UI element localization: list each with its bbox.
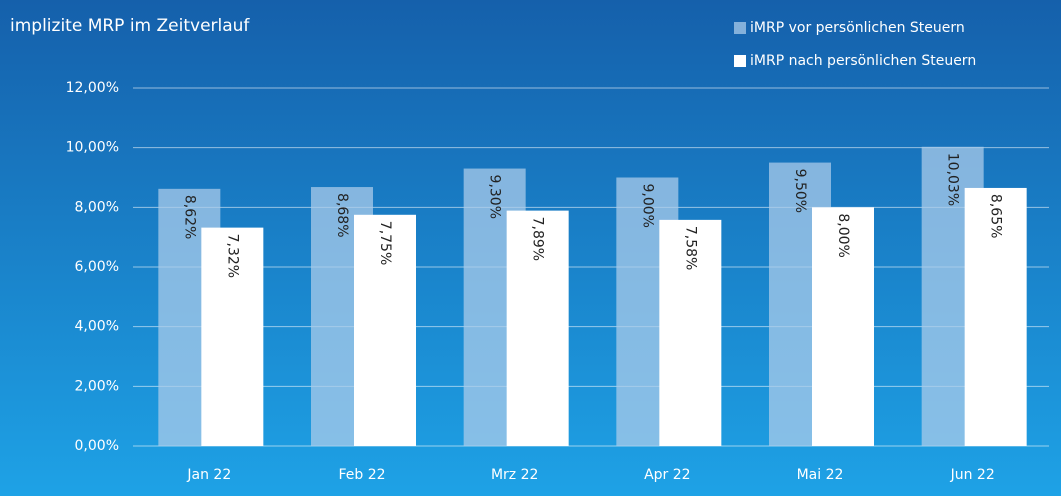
value-label: 7,58% xyxy=(682,226,698,270)
legend-swatch xyxy=(734,55,746,67)
legend-label: iMRP nach persönlichen Steuern xyxy=(750,53,976,69)
y-tick-label: 4,00% xyxy=(75,319,119,335)
value-label: 7,89% xyxy=(530,217,546,261)
y-tick-label: 8,00% xyxy=(75,199,119,215)
chart-title: implizite MRP im Zeitverlauf xyxy=(10,16,250,36)
y-tick-label: 0,00% xyxy=(75,438,119,454)
bar xyxy=(354,214,416,446)
value-label: 10,03% xyxy=(945,153,961,206)
bar xyxy=(812,207,874,446)
legend-swatch xyxy=(734,22,746,34)
y-tick-label: 12,00% xyxy=(66,80,119,96)
y-tick-label: 6,00% xyxy=(75,259,119,275)
value-label: 8,00% xyxy=(835,213,851,257)
bar xyxy=(659,219,722,446)
x-tick-label: Jun 22 xyxy=(950,467,995,483)
y-tick-label: 10,00% xyxy=(66,140,119,156)
value-label: 9,30% xyxy=(487,175,503,219)
x-tick-label: Mrz 22 xyxy=(491,467,538,483)
bar xyxy=(506,210,569,446)
value-label: 8,62% xyxy=(181,195,197,239)
value-label: 8,65% xyxy=(988,194,1004,238)
x-tick-label: Mai 22 xyxy=(797,467,844,483)
value-label: 7,32% xyxy=(224,234,240,278)
bar xyxy=(964,187,1027,447)
x-tick-label: Feb 22 xyxy=(338,467,385,483)
value-label: 9,00% xyxy=(639,184,655,228)
value-label: 8,68% xyxy=(334,193,350,237)
x-tick-label: Jan 22 xyxy=(186,467,231,483)
value-label: 9,50% xyxy=(792,169,808,213)
x-tick-label: Apr 22 xyxy=(644,467,690,483)
value-label: 7,75% xyxy=(377,221,393,265)
legend-label: iMRP vor persönlichen Steuern xyxy=(750,20,965,36)
y-tick-label: 2,00% xyxy=(75,378,119,394)
bar xyxy=(201,227,264,446)
